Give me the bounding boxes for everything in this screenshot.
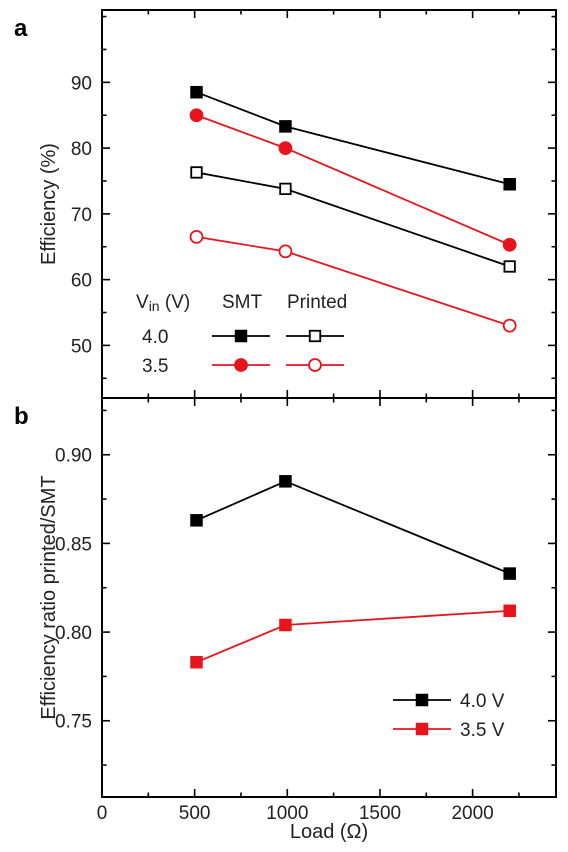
y-tick-label: 0.85 [55, 534, 92, 555]
data-point [189, 108, 204, 123]
y-tick-label: 90 [71, 73, 92, 94]
panel-letter: b [14, 403, 29, 430]
data-point [190, 655, 203, 669]
y-tick-label: 0.90 [55, 446, 92, 467]
x-axis-title: Load (Ω) [290, 821, 368, 843]
legend-marker [415, 693, 429, 707]
legend: 4.0 V 3.5 V [393, 691, 505, 741]
legend-label: 3.5 [142, 356, 168, 377]
legend-marker-smt [234, 329, 248, 343]
legend-header-smt: SMT [222, 292, 263, 313]
legend-marker-printed [308, 358, 322, 372]
y-axis-title: Efficiency (%) [38, 143, 60, 265]
x-tick-label: 1000 [266, 803, 308, 824]
y-tick-label: 70 [71, 205, 92, 226]
data-point [278, 244, 293, 259]
legend: Vin (V) SMT Printed 4.0 3.5 [136, 292, 347, 377]
data-point [190, 166, 203, 179]
data-point [279, 120, 292, 133]
data-point [190, 85, 203, 99]
data-point [278, 141, 293, 156]
panel-b-ratio-plot: b 0 500 1000 1500 2000 0.75 0.80 0.85 0.90 Efficie… [14, 397, 557, 843]
legend-header-vin-unit: (V) [160, 292, 191, 313]
y-tick-label: 50 [71, 336, 92, 357]
panel-a-efficiency-plot: a 50 60 70 80 90 Efficiency (%) Vin (V) SMT Print… [14, 9, 557, 399]
series-smt-4-0 [190, 85, 516, 191]
x-tick-label: 1500 [359, 803, 401, 824]
legend-label: 3.5 V [460, 720, 505, 741]
legend-marker-printed [308, 329, 322, 343]
series-line [196, 609, 510, 664]
legend-header-vin: Vin (V) [136, 292, 190, 314]
data-point [503, 260, 516, 273]
y-tick-label: 80 [71, 139, 92, 160]
plot-frame [101, 397, 557, 798]
series-printed-3-5 [189, 229, 517, 333]
data-point [279, 182, 292, 196]
legend-header-vin-subscript: in [149, 298, 160, 314]
series-line [196, 480, 511, 575]
data-point [503, 567, 516, 580]
x-tick-label: 0 [97, 803, 108, 824]
data-point [189, 229, 204, 244]
series-4-0-v [190, 475, 516, 580]
y-axis-title: Efficiency ratio printed/SMT [38, 475, 60, 719]
data-point [503, 178, 516, 191]
data-point [279, 475, 292, 488]
series-line [196, 91, 510, 186]
series-line [196, 114, 511, 246]
legend-marker [415, 722, 429, 736]
series-3-5-v [190, 604, 516, 669]
y-tick-label: 0.80 [55, 623, 92, 644]
y-tick-label: 60 [71, 271, 92, 292]
data-point [503, 604, 516, 618]
x-tick-label: 2000 [451, 803, 493, 824]
data-point [502, 237, 517, 252]
series-smt-3-5 [189, 108, 517, 252]
legend-label: 4.0 V [460, 691, 505, 712]
legend-label: 4.0 [142, 327, 168, 348]
data-point [502, 318, 517, 333]
y-tick-label: 0.75 [55, 712, 92, 733]
series-line [196, 171, 510, 268]
legend-header-printed: Printed [287, 292, 347, 313]
legend-marker-smt [234, 358, 248, 372]
panel-letter: a [14, 15, 28, 42]
data-point [279, 618, 292, 632]
x-tick-label: 500 [179, 803, 211, 824]
series-printed-4-0 [190, 166, 516, 273]
data-point [190, 514, 203, 527]
